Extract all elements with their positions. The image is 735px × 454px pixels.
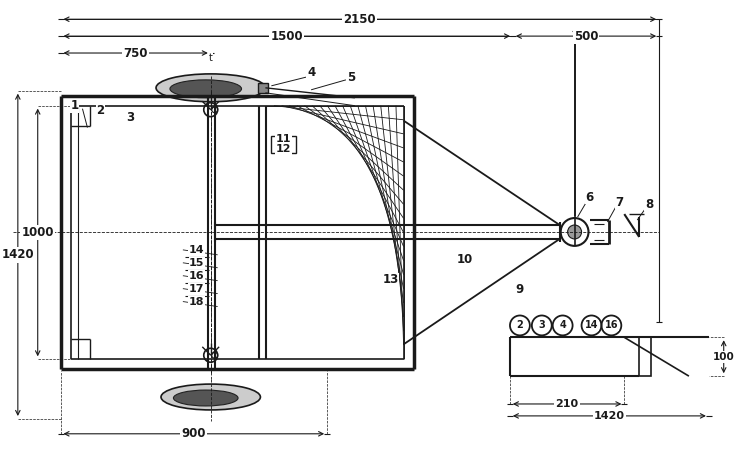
Ellipse shape [161,384,260,410]
Bar [639,337,651,376]
Text: 100: 100 [713,352,734,362]
Bar [271,136,296,153]
Text: 10: 10 [457,253,473,266]
Text: 13: 13 [382,273,399,286]
Text: 11: 11 [276,133,291,143]
Text: 5: 5 [347,71,355,84]
Text: 1000: 1000 [21,226,54,239]
Text: 1420: 1420 [1,248,34,262]
Text: 210: 210 [556,399,578,409]
Text: 12: 12 [276,144,291,154]
Text: 4: 4 [559,321,566,331]
Text: 1: 1 [71,99,79,112]
Text: 1420: 1420 [594,411,625,421]
Text: 2: 2 [96,104,104,117]
Ellipse shape [170,80,242,98]
Circle shape [567,225,581,239]
Ellipse shape [173,390,238,406]
Ellipse shape [156,74,265,102]
Text: 7: 7 [615,196,623,209]
Text: 14: 14 [189,245,204,255]
Text: 14: 14 [585,321,598,331]
Text: 4: 4 [307,66,315,79]
Text: 16: 16 [189,271,204,281]
Text: 15: 15 [189,258,204,268]
Text: 500: 500 [574,30,598,43]
Text: 8: 8 [645,197,653,211]
Text: t: t [209,53,212,63]
Text: 750: 750 [123,46,148,59]
Text: 3: 3 [539,321,545,331]
Text: 18: 18 [189,296,204,306]
Bar [259,83,268,93]
Text: 3: 3 [126,111,135,124]
Text: 2150: 2150 [343,13,376,26]
Text: 900: 900 [182,427,206,440]
Text: 1500: 1500 [270,30,303,43]
Text: 9: 9 [516,283,524,296]
Text: 16: 16 [605,321,618,331]
Text: 2: 2 [517,321,523,331]
Text: 17: 17 [189,284,204,294]
Text: 6: 6 [585,191,594,204]
